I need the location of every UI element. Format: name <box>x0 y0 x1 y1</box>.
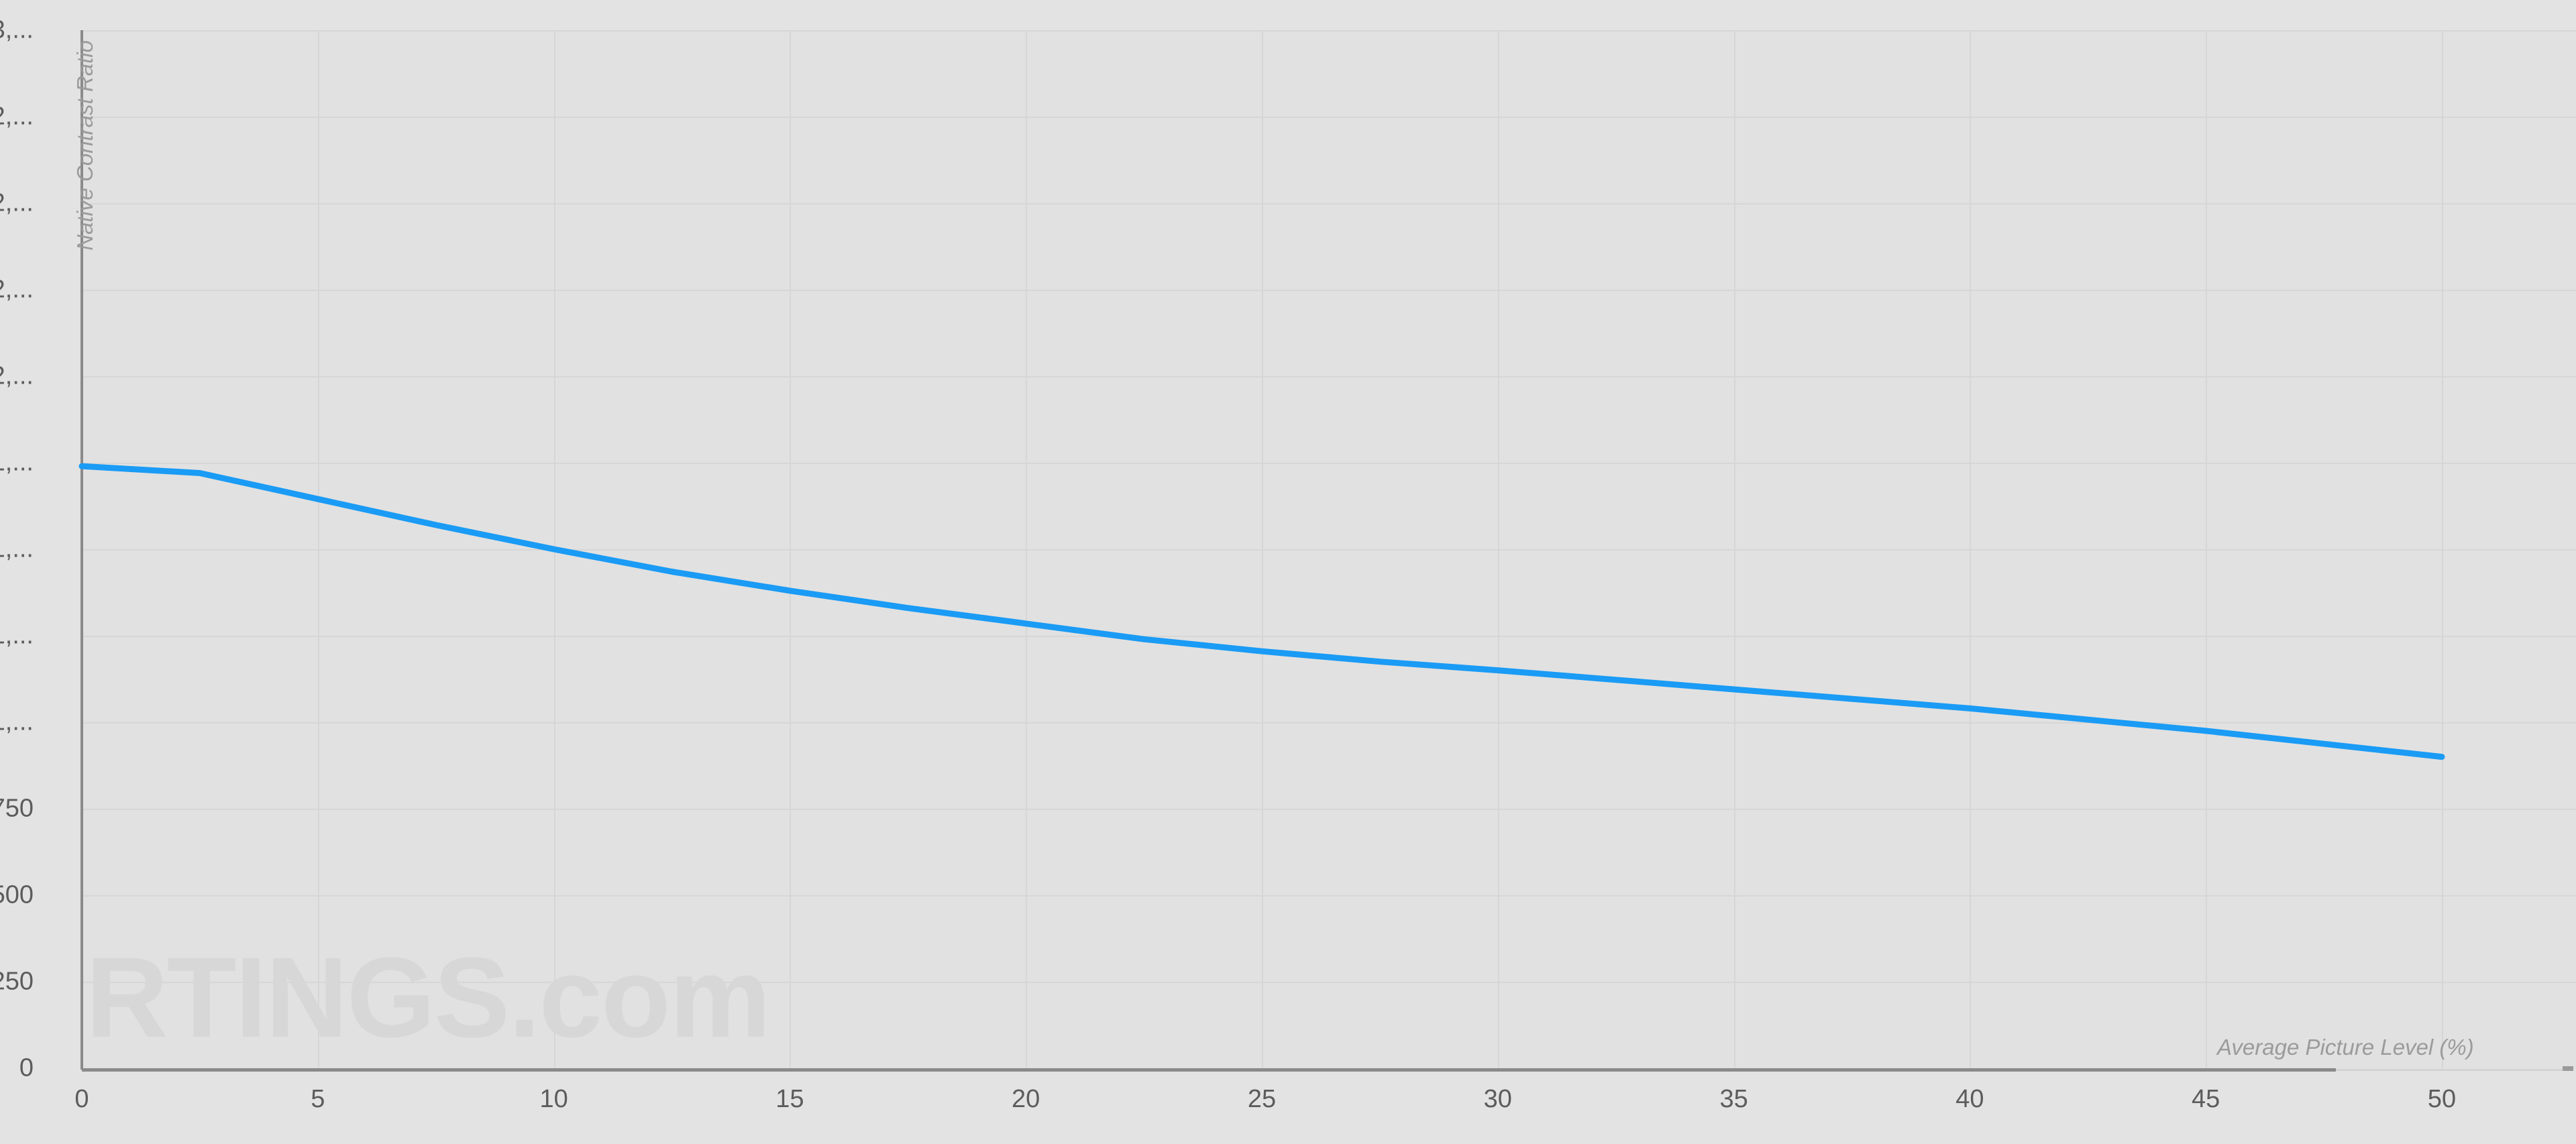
gridline-horizontal <box>82 30 2576 32</box>
gridline-horizontal <box>82 549 2576 551</box>
gridline-horizontal <box>82 203 2576 205</box>
gridline-horizontal <box>82 463 2576 464</box>
gridline-horizontal <box>82 722 2576 724</box>
x-axis-tick-label: 5 <box>311 1085 325 1113</box>
x-axis-tick-label: 30 <box>1483 1085 1512 1113</box>
gridline-horizontal <box>82 982 2576 983</box>
x-axis-tick-label: 25 <box>1247 1085 1277 1113</box>
gridline-vertical <box>317 30 319 1068</box>
gridline-horizontal <box>82 895 2576 897</box>
x-axis-end-tick <box>2563 1066 2573 1071</box>
y-axis-tick-label: 250 <box>0 967 34 996</box>
gridline-vertical <box>1497 30 1499 1068</box>
y-axis-line <box>80 30 83 1070</box>
y-axis-tick-label: 1,... <box>0 534 34 563</box>
y-axis-tick-label: 2,... <box>0 275 34 304</box>
y-axis-tick-label: 3,... <box>0 15 34 44</box>
gridline-horizontal <box>82 376 2576 378</box>
gridline-vertical <box>1262 30 1263 1068</box>
x-axis-tick-label: 0 <box>74 1085 89 1113</box>
x-axis-tick-label: 10 <box>539 1085 568 1113</box>
y-axis-tick-label: 2,... <box>0 188 34 217</box>
gridline-vertical <box>1026 30 1028 1068</box>
y-axis-tick-label: 500 <box>0 880 34 909</box>
gridline-horizontal <box>82 809 2576 810</box>
gridline-vertical <box>790 30 792 1068</box>
gridline-vertical <box>1970 30 1972 1068</box>
x-axis-tick-label: 40 <box>1955 1085 1984 1113</box>
y-axis-tick-label: 2,... <box>0 361 34 390</box>
y-axis-tick-label: 1,... <box>0 707 34 736</box>
gridline-vertical <box>1733 30 1735 1068</box>
gridline-horizontal <box>82 290 2576 291</box>
gridline-vertical <box>2206 30 2208 1068</box>
gridline-vertical <box>2442 30 2443 1068</box>
y-axis-tick-label: 1,... <box>0 621 34 650</box>
x-axis-tick-label: 20 <box>1012 1085 1040 1113</box>
y-axis-tick-label: 750 <box>0 794 34 823</box>
plot-area <box>82 30 2576 1068</box>
x-axis-tick-label: 15 <box>775 1085 804 1113</box>
gridline-horizontal <box>82 117 2576 118</box>
y-axis-tick-label: 0 <box>19 1053 34 1082</box>
x-axis-tick-label: 45 <box>2192 1085 2220 1113</box>
y-axis-tick-label: 1,... <box>0 448 34 477</box>
x-axis-line-extension <box>2336 1069 2571 1071</box>
series-line-native-contrast-ratio <box>78 463 2445 760</box>
x-axis-tick-label: 50 <box>2427 1085 2457 1113</box>
x-axis-title: Average Picture Level (%) <box>2217 1035 2474 1060</box>
x-axis-line <box>82 1068 2336 1072</box>
x-axis-tick-label: 35 <box>1719 1085 1748 1113</box>
gridline-horizontal <box>82 636 2576 637</box>
y-axis-tick-label: 2,... <box>0 102 34 131</box>
